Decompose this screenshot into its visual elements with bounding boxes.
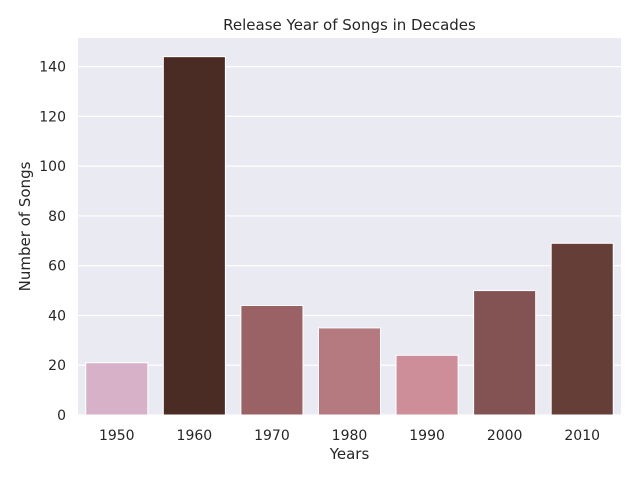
y-tick-labels: 0 20 40 60 80 100 120 140 [39, 60, 66, 424]
y-tick-label: 40 [48, 308, 66, 324]
x-tick-label: 2000 [487, 428, 523, 444]
x-tick-label: 1990 [409, 428, 445, 444]
y-tick-label: 140 [39, 60, 66, 76]
y-tick-label: 0 [57, 408, 66, 424]
bar-1970 [240, 305, 304, 416]
y-tick-label: 80 [48, 209, 66, 225]
x-axis-title: Years [329, 445, 370, 463]
bar-1960 [162, 56, 226, 416]
x-tick-labels: 1950 1960 1970 1980 1990 2000 2010 [99, 428, 600, 444]
y-tick-label: 120 [39, 109, 66, 125]
x-tick-label: 1960 [177, 428, 213, 444]
y-axis-title: Number of Songs [16, 161, 34, 291]
x-tick-label: 1980 [332, 428, 368, 444]
bar-1980 [317, 327, 382, 416]
x-tick-label: 2010 [564, 428, 600, 444]
x-tick-label: 1970 [254, 428, 290, 444]
x-tick-label: 1950 [99, 428, 135, 444]
bars [85, 56, 614, 416]
bar-1950 [85, 362, 149, 416]
y-tick-label: 20 [48, 358, 66, 374]
bar-2010 [550, 242, 614, 416]
y-tick-label: 100 [39, 159, 66, 175]
y-tick-label: 60 [48, 259, 66, 275]
chart-title: Release Year of Songs in Decades [223, 16, 476, 34]
bar-2000 [473, 290, 537, 416]
bar-1990 [395, 354, 459, 416]
